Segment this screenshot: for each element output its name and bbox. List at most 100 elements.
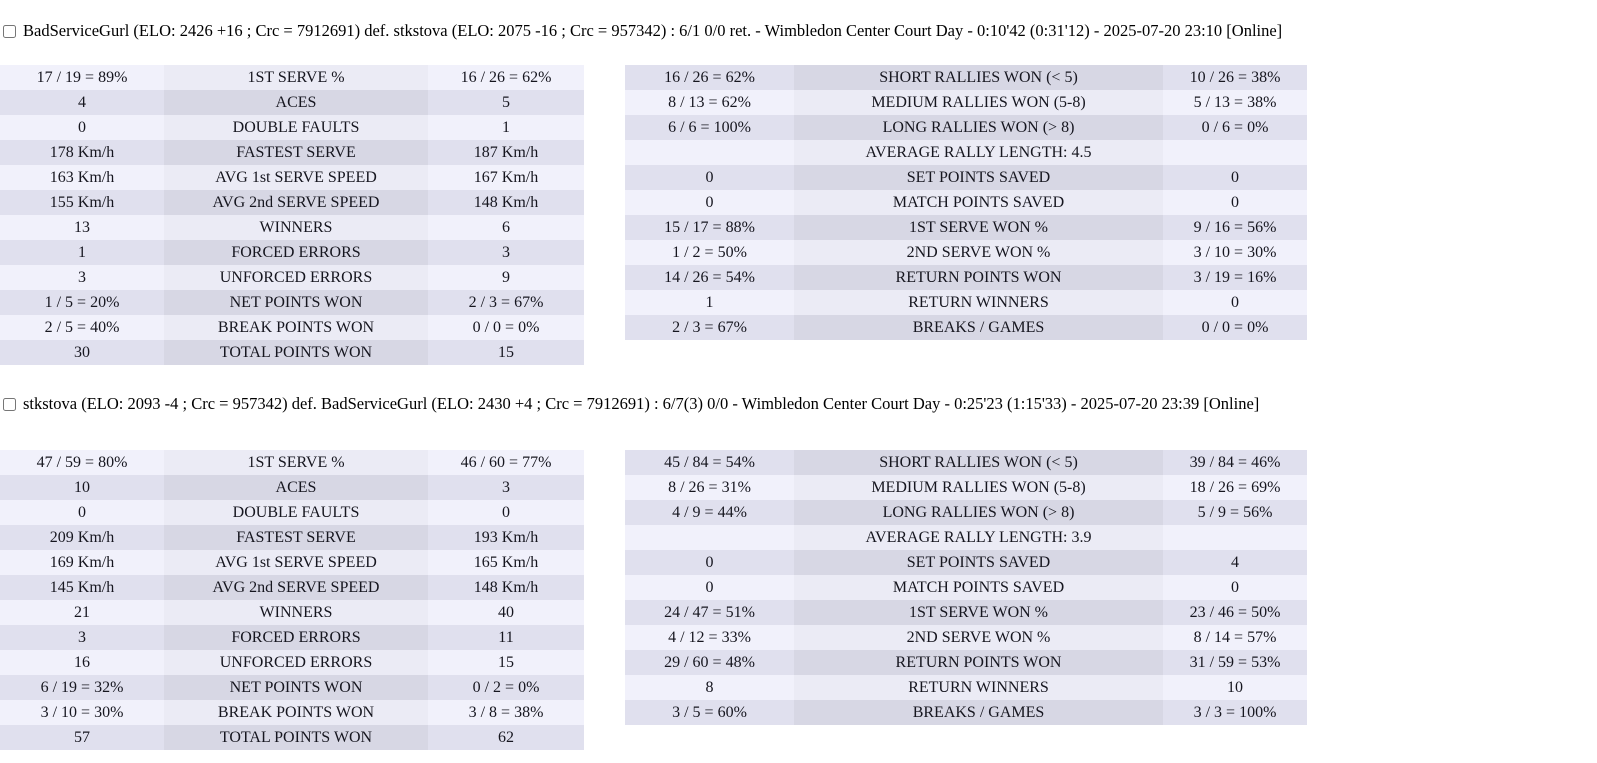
stat-value-p1: 3 / 5 = 60% [625, 700, 794, 725]
stat-value-p1: 3 [0, 625, 164, 650]
stat-row: 1 FORCED ERRORS 3 [0, 240, 584, 265]
stat-label: UNFORCED ERRORS [164, 265, 428, 290]
stat-value-p1: 57 [0, 725, 164, 750]
stat-value-p1: 178 Km/h [0, 140, 164, 165]
stat-value-p1: 10 [0, 475, 164, 500]
stat-label: SHORT RALLIES WON (< 5) [794, 65, 1163, 90]
stat-row: 0 SET POINTS SAVED 4 [625, 550, 1307, 575]
stat-value-p2: 2 / 3 = 67% [428, 290, 584, 315]
stat-row: 6 / 6 = 100% LONG RALLIES WON (> 8) 0 / 6 … [625, 115, 1307, 140]
stat-value-p2: 15 [428, 340, 584, 365]
stat-label: MATCH POINTS SAVED [794, 190, 1163, 215]
stat-row: 8 RETURN WINNERS 10 [625, 675, 1307, 700]
stat-value-p2: 0 [1163, 165, 1307, 190]
stat-value-p2: 18 / 26 = 69% [1163, 475, 1307, 500]
stat-value-p1: 0 [625, 190, 794, 215]
stat-value-p1: 8 [625, 675, 794, 700]
stat-value-p2: 3 [428, 475, 584, 500]
stat-value-p2: 0 [428, 500, 584, 525]
stat-label: NET POINTS WON [164, 675, 428, 700]
stat-value-p2: 165 Km/h [428, 550, 584, 575]
stat-label: TOTAL POINTS WON [164, 725, 428, 750]
stat-value-p1: 16 / 26 = 62% [625, 65, 794, 90]
stat-value-p2: 3 / 19 = 16% [1163, 265, 1307, 290]
stat-value-p1: 3 [0, 265, 164, 290]
stat-value-p1: 30 [0, 340, 164, 365]
stat-label: BREAK POINTS WON [164, 315, 428, 340]
stat-label: AVG 1st SERVE SPEED [164, 550, 428, 575]
stat-value-p2: 11 [428, 625, 584, 650]
stat-value-p2: 40 [428, 600, 584, 625]
stat-row: 30 TOTAL POINTS WON 15 [0, 340, 584, 365]
stat-label: UNFORCED ERRORS [164, 650, 428, 675]
stat-label: WINNERS [164, 600, 428, 625]
stat-row: 4 ACES 5 [0, 90, 584, 115]
stat-label: FORCED ERRORS [164, 625, 428, 650]
stat-value-p2: 46 / 60 = 77% [428, 450, 584, 475]
stat-label: AVERAGE RALLY LENGTH: 4.5 [794, 140, 1163, 165]
stat-value-p1: 169 Km/h [0, 550, 164, 575]
stat-label: RETURN POINTS WON [794, 650, 1163, 675]
stat-value-p1 [625, 140, 794, 165]
stat-row: 29 / 60 = 48% RETURN POINTS WON 31 / 59 = … [625, 650, 1307, 675]
match-2-select-checkbox[interactable] [3, 397, 16, 411]
stat-label: MEDIUM RALLIES WON (5-8) [794, 90, 1163, 115]
stat-value-p2: 0 [1163, 290, 1307, 315]
match-2-title-row: stkstova (ELO: 2093 -4 ; Crc = 957342) d… [3, 394, 1259, 414]
stat-value-p2: 31 / 59 = 53% [1163, 650, 1307, 675]
stat-label: 2ND SERVE WON % [794, 240, 1163, 265]
stat-value-p1: 209 Km/h [0, 525, 164, 550]
stat-row: 8 / 13 = 62% MEDIUM RALLIES WON (5-8) 5 / … [625, 90, 1307, 115]
stat-label: RETURN POINTS WON [794, 265, 1163, 290]
stat-row: 0 DOUBLE FAULTS 0 [0, 500, 584, 525]
stat-value-p2: 0 [1163, 575, 1307, 600]
stat-row: 16 UNFORCED ERRORS 15 [0, 650, 584, 675]
stat-value-p1: 21 [0, 600, 164, 625]
stat-value-p2: 193 Km/h [428, 525, 584, 550]
stat-row: 2 / 5 = 40% BREAK POINTS WON 0 / 0 = 0% [0, 315, 584, 340]
stat-value-p2: 148 Km/h [428, 190, 584, 215]
stat-value-p1: 15 / 17 = 88% [625, 215, 794, 240]
stat-value-p2 [1163, 140, 1307, 165]
stat-value-p2: 1 [428, 115, 584, 140]
stat-label: BREAK POINTS WON [164, 700, 428, 725]
stat-value-p1: 8 / 26 = 31% [625, 475, 794, 500]
stat-value-p1: 0 [0, 500, 164, 525]
stat-value-p2: 10 [1163, 675, 1307, 700]
stat-value-p1: 1 [625, 290, 794, 315]
stat-label: 1ST SERVE WON % [794, 600, 1163, 625]
stat-row: 2 / 3 = 67% BREAKS / GAMES 0 / 0 = 0% [625, 315, 1307, 340]
stat-row: 21 WINNERS 40 [0, 600, 584, 625]
stat-value-p1: 1 / 5 = 20% [0, 290, 164, 315]
stat-value-p1: 2 / 5 = 40% [0, 315, 164, 340]
stat-value-p1: 0 [0, 115, 164, 140]
stat-label: TOTAL POINTS WON [164, 340, 428, 365]
stat-value-p1: 13 [0, 215, 164, 240]
stat-row: 209 Km/h FASTEST SERVE 193 Km/h [0, 525, 584, 550]
stat-label: MATCH POINTS SAVED [794, 575, 1163, 600]
stat-label: DOUBLE FAULTS [164, 115, 428, 140]
stat-row: 169 Km/h AVG 1st SERVE SPEED 165 Km/h [0, 550, 584, 575]
stat-value-p2: 167 Km/h [428, 165, 584, 190]
stat-value-p1: 1 [0, 240, 164, 265]
stat-row: 4 / 12 = 33% 2ND SERVE WON % 8 / 14 = 57% [625, 625, 1307, 650]
stat-value-p2: 4 [1163, 550, 1307, 575]
stat-value-p1: 145 Km/h [0, 575, 164, 600]
stat-row: 45 / 84 = 54% SHORT RALLIES WON (< 5) 39 /… [625, 450, 1307, 475]
stat-row: 1 / 2 = 50% 2ND SERVE WON % 3 / 10 = 30% [625, 240, 1307, 265]
stat-value-p2: 0 / 2 = 0% [428, 675, 584, 700]
stat-row: 3 / 10 = 30% BREAK POINTS WON 3 / 8 = 38% [0, 700, 584, 725]
stat-value-p2: 5 / 9 = 56% [1163, 500, 1307, 525]
stat-value-p1: 16 [0, 650, 164, 675]
stat-row: 145 Km/h AVG 2nd SERVE SPEED 148 Km/h [0, 575, 584, 600]
stat-row: 47 / 59 = 80% 1ST SERVE % 46 / 60 = 77% [0, 450, 584, 475]
stat-label: SET POINTS SAVED [794, 165, 1163, 190]
stat-row: 155 Km/h AVG 2nd SERVE SPEED 148 Km/h [0, 190, 584, 215]
stat-row: 3 UNFORCED ERRORS 9 [0, 265, 584, 290]
stat-value-p1: 6 / 19 = 32% [0, 675, 164, 700]
stat-value-p1: 2 / 3 = 67% [625, 315, 794, 340]
stat-label: ACES [164, 475, 428, 500]
stat-row: 1 RETURN WINNERS 0 [625, 290, 1307, 315]
match-1-serve-stats-table: 17 / 19 = 89% 1ST SERVE % 16 / 26 = 62% 4 AC… [0, 65, 584, 365]
match-1-select-checkbox[interactable] [3, 24, 16, 38]
